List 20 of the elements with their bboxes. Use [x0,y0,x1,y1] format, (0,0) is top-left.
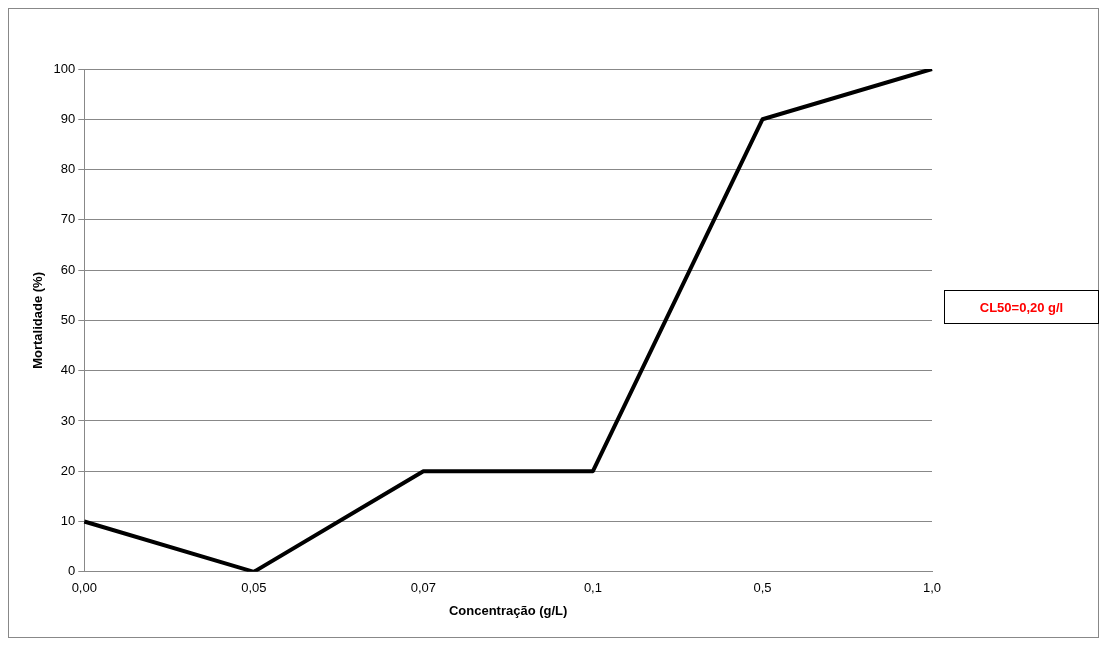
x-tick-label: 0,07 [410,580,437,596]
y-tick-label: 40 [60,362,76,378]
y-tick-label: 60 [60,261,76,277]
x-tick-label: 0,05 [241,580,267,596]
y-tick-label: 80 [60,161,76,177]
y-axis-title: Mortalidade (%) [30,272,46,369]
x-axis-title: Concentração (g/L) [448,602,568,618]
y-tick-label: 100 [53,60,76,76]
y-tick-label: 90 [60,110,76,126]
x-tick-label: 0,00 [71,580,97,596]
y-tick-label: 0 [68,563,76,579]
x-tick-label: 0,5 [753,580,772,596]
y-tick-label: 20 [60,462,76,478]
y-tick-label: 30 [60,412,76,428]
text: CL50=0,20 g/l [944,290,1099,324]
y-tick-label: 70 [60,211,76,227]
x-tick-label: 0,1 [583,580,602,596]
y-tick-label: 50 [60,311,76,327]
x-tick-label: 1,0 [922,580,942,596]
y-tick-label: 10 [60,513,76,529]
